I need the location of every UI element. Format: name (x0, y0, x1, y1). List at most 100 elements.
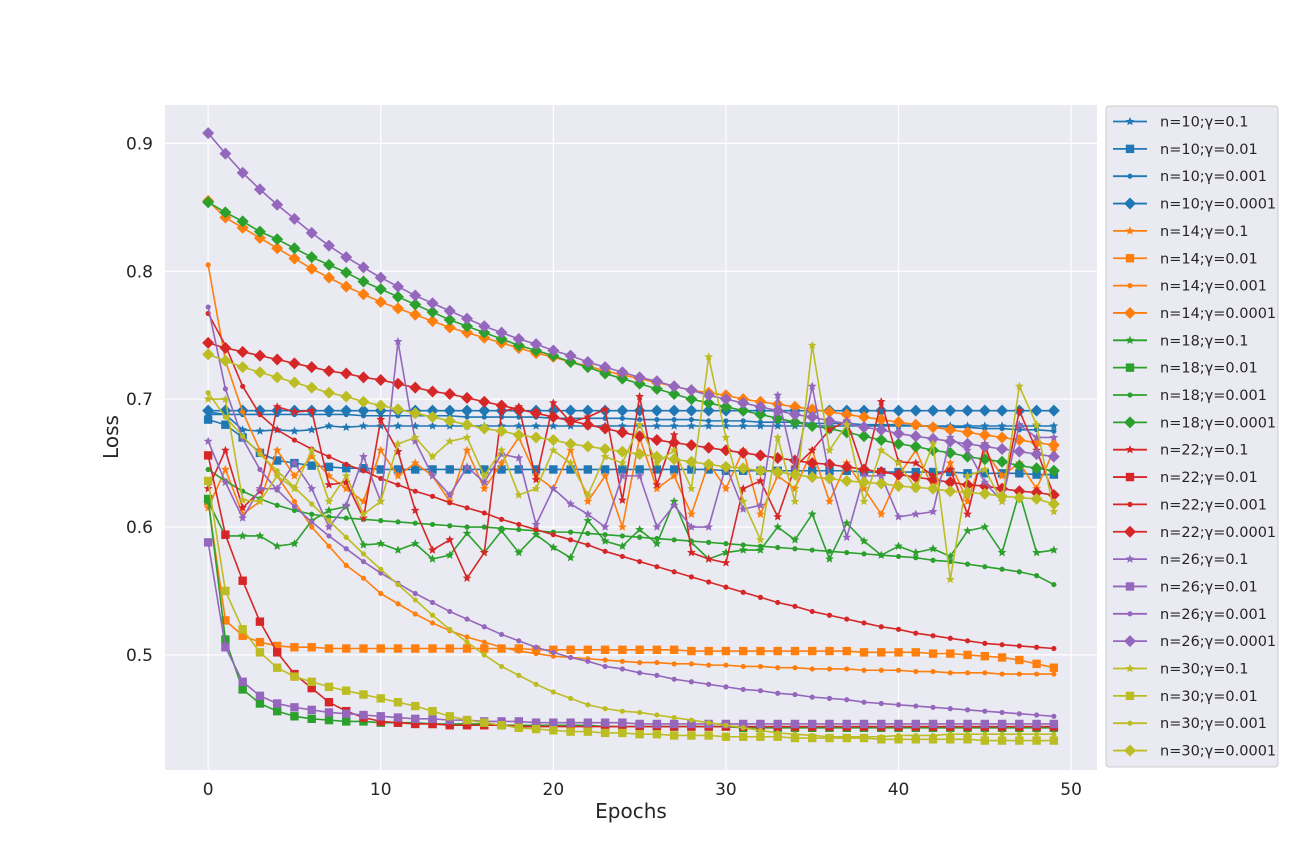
data-point (702, 389, 715, 402)
data-point (374, 373, 387, 386)
data-point (671, 714, 677, 721)
data-point (909, 404, 922, 417)
data-point (341, 484, 351, 493)
data-point (704, 421, 714, 430)
legend-entry: n=26;γ=0.0001 (1113, 634, 1276, 650)
data-point (253, 404, 266, 417)
data-point (913, 668, 919, 675)
data-point (1049, 545, 1059, 554)
data-point (704, 554, 714, 563)
data-point (790, 646, 800, 656)
data-point (359, 710, 368, 720)
data-point (687, 465, 696, 474)
data-point (737, 462, 750, 475)
data-point (1047, 404, 1060, 417)
data-point (1033, 644, 1040, 650)
data-point (1047, 450, 1060, 463)
data-point (495, 399, 508, 412)
data-point (550, 653, 556, 659)
data-point (652, 539, 662, 548)
legend-entry: n=26;γ=0.01 (1113, 579, 1258, 595)
data-point (930, 557, 936, 563)
data-point (756, 646, 765, 656)
data-point (878, 734, 884, 740)
data-point (688, 574, 695, 580)
legend-entry: n=14;γ=0.001 (1113, 279, 1267, 295)
data-point (895, 702, 902, 708)
data-point (757, 688, 764, 694)
data-point (637, 534, 643, 540)
y-tick-label: 0.7 (126, 390, 153, 410)
data-point (775, 544, 781, 551)
data-point (464, 639, 470, 645)
data-point (357, 395, 370, 408)
series-14 (205, 310, 1057, 652)
data-point (479, 477, 489, 486)
data-point (654, 564, 660, 570)
data-point (892, 416, 905, 429)
data-point (462, 465, 472, 474)
data-point (531, 475, 541, 484)
legend-marker (1127, 173, 1133, 179)
legend-label: n=18;γ=0.0001 (1160, 415, 1276, 431)
data-point (861, 551, 867, 557)
data-point (307, 643, 316, 652)
data-point (412, 597, 418, 603)
data-point (892, 437, 905, 450)
legend-marker (1125, 226, 1135, 235)
data-point (878, 700, 884, 707)
data-point (549, 718, 558, 727)
data-point (876, 471, 886, 480)
data-point (498, 631, 505, 638)
x-tick-label: 0 (203, 780, 214, 800)
data-point (635, 645, 644, 654)
data-point (359, 644, 368, 653)
data-point (997, 736, 1007, 745)
data-point (238, 503, 248, 512)
data-point (754, 449, 767, 462)
data-point (637, 558, 643, 565)
data-point (807, 445, 817, 455)
data-point (376, 694, 385, 703)
data-point (548, 445, 558, 455)
legend-label: n=30;γ=0.01 (1160, 689, 1258, 705)
legend-entry: n=22;γ=0.1 (1113, 443, 1248, 459)
data-point (842, 532, 852, 541)
legend-entry: n=18;γ=0.0001 (1113, 415, 1276, 431)
data-point (618, 421, 627, 430)
data-point (533, 681, 539, 687)
data-point (1013, 445, 1026, 458)
data-point (997, 471, 1007, 480)
data-point (1049, 421, 1059, 430)
data-point (478, 404, 491, 417)
data-point (1049, 663, 1059, 672)
data-point (567, 537, 574, 543)
data-point (288, 242, 301, 255)
data-point (392, 403, 404, 416)
data-point (654, 659, 660, 666)
legend-entry: n=10;γ=0.001 (1113, 169, 1267, 185)
data-point (253, 366, 266, 379)
data-point (360, 575, 367, 581)
data-point (668, 380, 681, 393)
data-point (203, 538, 213, 547)
data-point (809, 694, 815, 700)
data-point (564, 404, 577, 417)
data-point (478, 326, 491, 339)
data-point (478, 320, 491, 333)
data-point (806, 457, 819, 470)
data-point (757, 663, 764, 670)
legend-marker (1127, 501, 1133, 507)
data-point (290, 407, 299, 416)
data-point (946, 735, 955, 744)
data-point (602, 548, 608, 554)
data-point (773, 390, 783, 400)
data-point (618, 471, 627, 480)
legend-marker (1125, 116, 1135, 126)
data-point (426, 297, 439, 310)
data-point (946, 467, 955, 477)
data-point (395, 581, 401, 588)
legend-label: n=26;γ=0.0001 (1160, 634, 1276, 650)
data-point (773, 719, 782, 729)
data-point (964, 561, 971, 567)
